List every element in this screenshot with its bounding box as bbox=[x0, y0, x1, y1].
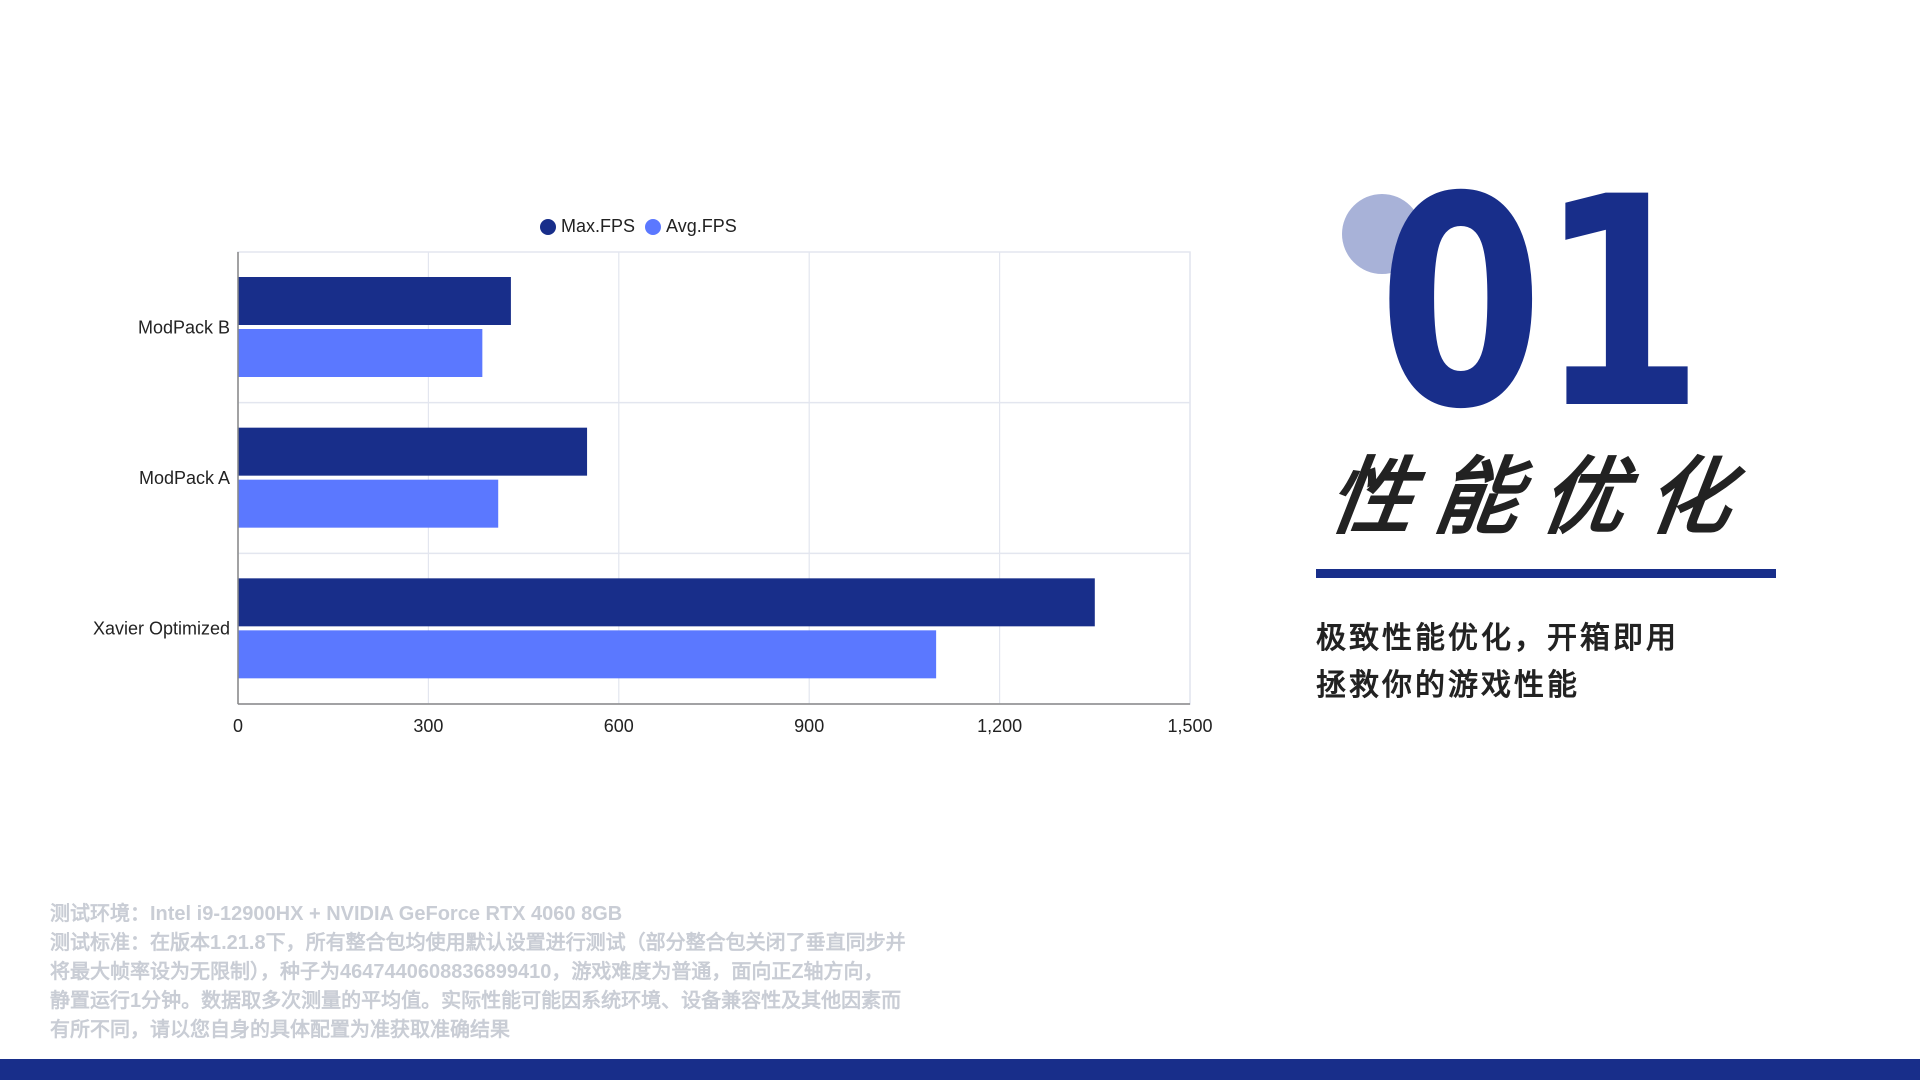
test-notes: 测试环境：Intel i9-12900HX + NVIDIA GeForce R… bbox=[50, 900, 906, 1045]
decorative-circle bbox=[1342, 194, 1422, 274]
section-number: 01 bbox=[1378, 136, 1704, 473]
bar-avg-fps bbox=[238, 630, 937, 679]
subtitle-line: 极致性能优化，开箱即用 bbox=[1316, 622, 1679, 655]
bar-max-fps bbox=[238, 277, 511, 325]
legend-dot-icon bbox=[540, 218, 556, 235]
x-tick-label: 1,200 bbox=[977, 716, 1022, 736]
bar-avg-fps bbox=[238, 329, 483, 377]
legend-dot-icon bbox=[645, 218, 662, 235]
title-underline bbox=[1316, 569, 1776, 578]
bar-max-fps bbox=[238, 427, 588, 476]
x-tick-label: 0 bbox=[233, 716, 243, 736]
bottom-bar bbox=[0, 1059, 1920, 1080]
note-line: 静置运行1分钟。数据取多次测量的平均值。实际性能可能因系统环境、设备兼容性及其他… bbox=[50, 990, 902, 1012]
bar-max-fps bbox=[238, 578, 1095, 627]
y-category-label: ModPack A bbox=[139, 468, 230, 488]
x-tick-label: 900 bbox=[794, 716, 824, 736]
bar-chart: 0 300 600 900 1,200 1,500 ModPack B ModPack A Xa… bbox=[93, 251, 1213, 736]
legend-label: Max.FPS bbox=[561, 216, 636, 236]
x-tick-label: 1,500 bbox=[1167, 716, 1212, 736]
y-category-label: Xavier Optimized bbox=[93, 619, 230, 639]
note-line: 测试环境：Intel i9-12900HX + NVIDIA GeForce R… bbox=[50, 903, 623, 925]
legend-item-avg-fps[interactable]: Avg.FPS bbox=[645, 216, 737, 237]
subtitle-line: 拯救你的游戏性能 bbox=[1316, 669, 1580, 702]
bar-avg-fps bbox=[238, 479, 499, 528]
chart-legend: Max.FPS Avg.FPS bbox=[540, 216, 737, 237]
note-line: 有所不同，请以您自身的具体配置为准获取准确结果 bbox=[50, 1019, 510, 1041]
x-tick-label: 300 bbox=[413, 716, 443, 736]
legend-item-max-fps[interactable]: Max.FPS bbox=[540, 216, 635, 237]
section-title: 性能优化 bbox=[1323, 450, 1761, 544]
note-line: 测试标准：在版本1.21.8下，所有整合包均使用默认设置进行测试（部分整合包关闭… bbox=[50, 932, 906, 954]
y-category-label: ModPack B bbox=[138, 317, 230, 337]
note-line: 将最大帧率设为无限制），种子为4647440608836899410，游戏难度为… bbox=[50, 961, 884, 983]
x-tick-label: 600 bbox=[604, 716, 634, 736]
legend-label: Avg.FPS bbox=[666, 216, 737, 236]
section-subtitle: 极致性能优化，开箱即用 拯救你的游戏性能 bbox=[1316, 615, 1679, 709]
